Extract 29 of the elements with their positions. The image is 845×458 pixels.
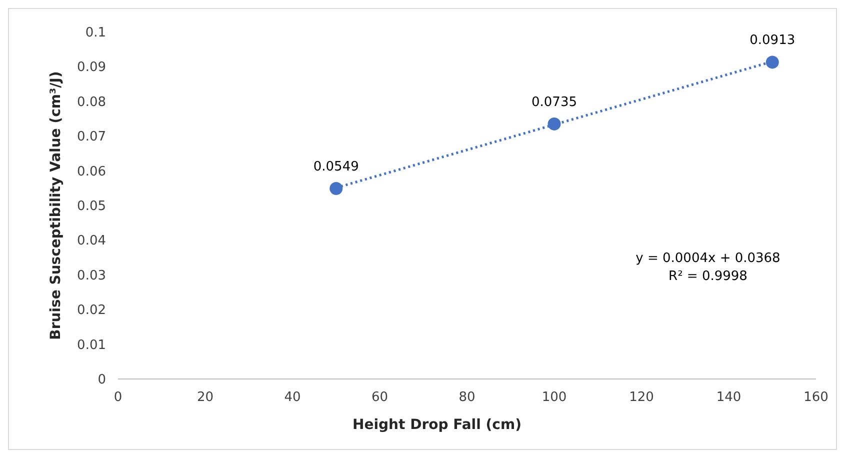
y-tick-label: 0.08 [77, 94, 106, 110]
data-label: 0.0549 [313, 159, 359, 174]
y-tick-label: 0.06 [77, 164, 106, 180]
y-tick-label: 0.07 [77, 130, 106, 145]
x-tick-label: 40 [284, 390, 301, 405]
y-tick-label: 0.1 [85, 26, 106, 40]
x-tick-label: 140 [716, 390, 742, 405]
x-axis-title: Height Drop Fall (cm) [352, 417, 522, 433]
x-tick-label: 0 [114, 390, 122, 405]
y-axis-title: Bruise Susceptibility Value (cm³/J) [48, 71, 64, 340]
y-tick-label: 0.04 [77, 234, 106, 249]
x-tick-label: 60 [371, 390, 388, 405]
point [766, 56, 779, 69]
x-tick-label: 20 [196, 390, 214, 405]
y-tick-label: 0.02 [77, 303, 106, 318]
y-tick-label: 0 [98, 372, 106, 388]
x-tick-label: 160 [804, 390, 828, 405]
y-tick-label: 0.01 [77, 338, 106, 353]
x-tick-label: 100 [542, 390, 567, 405]
x-tick-label: 120 [629, 390, 654, 405]
y-tick-label: 0.09 [77, 60, 106, 76]
annotation: R² = 0.9998 [668, 269, 748, 284]
data-label: 0.0735 [532, 94, 577, 110]
y-tick-label: 0.05 [77, 199, 106, 214]
x-tick-label: 80 [458, 390, 476, 405]
y-tick-label: 0.03 [77, 268, 106, 284]
annotation: y = 0.0004x + 0.0368 [636, 251, 780, 266]
data-label: 0.0913 [750, 33, 796, 48]
point [330, 182, 343, 195]
